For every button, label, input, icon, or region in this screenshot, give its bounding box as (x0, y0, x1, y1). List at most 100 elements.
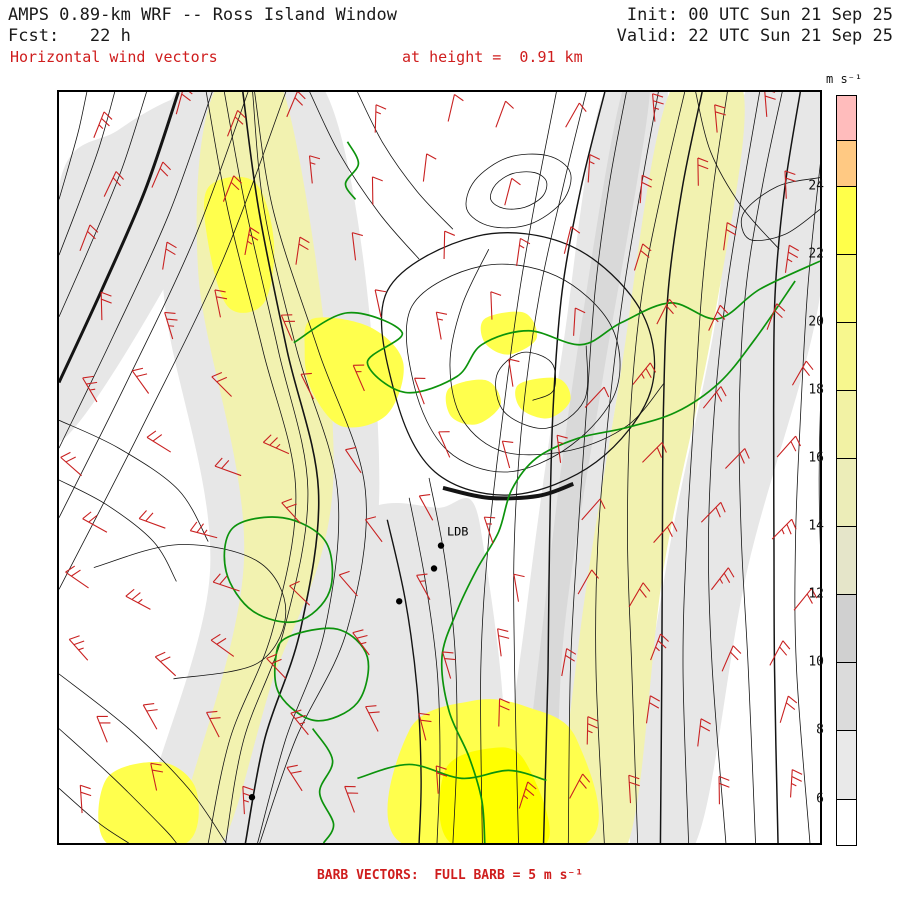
wind-barb (653, 521, 678, 543)
colorbar-tick-label: 18 (808, 382, 824, 398)
coastline (440, 280, 796, 843)
contour-line (242, 92, 320, 843)
wind-barb (721, 645, 742, 672)
colorbar-tick-label: 14 (808, 518, 824, 534)
wind-barb (210, 633, 235, 657)
wind-barb (766, 303, 786, 330)
wind-barb (96, 715, 111, 743)
wind-barb (764, 92, 776, 117)
wind-barb (351, 232, 363, 261)
wind-barb (442, 651, 456, 679)
wind-barb (151, 161, 172, 188)
contour-line (252, 92, 340, 843)
speed-shading-region (629, 92, 820, 843)
contour-line (59, 92, 88, 200)
contour-line (695, 92, 780, 250)
wind-barb (784, 244, 799, 273)
wind-barb (652, 93, 664, 122)
contour-line (254, 92, 367, 843)
contour-line (380, 232, 656, 496)
colorbar-segment (837, 323, 856, 391)
wind-barb (371, 176, 383, 205)
wind-barb (628, 582, 651, 608)
wind-barb (516, 237, 531, 267)
wind-barb (262, 434, 290, 455)
colorbar-labels: 24 22 20 18 16 14 12 10 8 6 (794, 95, 832, 846)
wind-barb (227, 110, 246, 137)
wind-barb (556, 434, 568, 463)
wind-barb (435, 765, 448, 794)
wind-barb (708, 304, 729, 331)
wind-barb (790, 769, 803, 798)
contour-line (59, 92, 213, 449)
wind-barb (718, 775, 730, 805)
wind-barb (435, 311, 448, 340)
wind-barb (771, 518, 797, 540)
wind-barb (93, 111, 113, 138)
wind-barb (793, 588, 818, 611)
wind-barb (656, 298, 677, 325)
colorbar-segment (837, 255, 856, 323)
coastline (223, 516, 334, 624)
wind-barb (222, 175, 243, 202)
wind-barb (563, 226, 581, 254)
wind-barb (490, 291, 502, 320)
contour-line (465, 153, 572, 229)
wind-barb (504, 177, 521, 206)
station-dot (396, 598, 403, 605)
colorbar-segment (837, 459, 856, 527)
contour-line (59, 92, 287, 590)
wind-barb (65, 565, 89, 589)
colorbar-tick-label: 6 (816, 791, 824, 807)
wind-barb (374, 289, 387, 318)
wind-barb (300, 372, 314, 400)
wind-barb (725, 448, 750, 469)
wind-barb (79, 784, 92, 814)
wind-barb (438, 431, 451, 458)
contour-line (59, 92, 180, 384)
contour-line (480, 92, 557, 843)
wind-barb (345, 446, 362, 474)
contour-line (682, 92, 728, 843)
wind-barb (650, 633, 669, 661)
contour-line (205, 92, 297, 843)
wind-barb (164, 311, 178, 340)
wind-barb (784, 170, 796, 199)
contour-line (59, 92, 249, 518)
wind-barb (175, 92, 193, 115)
plot-title: AMPS 0.89-km WRF -- Ross Island Window (8, 5, 397, 25)
valid-time-label: Valid: 22 UTC Sun 21 Sep 25 (616, 26, 893, 46)
coastline (344, 141, 360, 200)
wind-barb (645, 695, 661, 724)
contour-line (738, 92, 783, 843)
wind-barb (150, 762, 164, 791)
contour-line (59, 479, 177, 582)
contour-line (59, 673, 227, 843)
wind-barb (776, 435, 801, 458)
wind-barb (584, 386, 610, 408)
wind-barb (125, 588, 151, 610)
map-panel: LDB (57, 90, 822, 845)
wind-barb (82, 511, 108, 533)
barb-legend: BARB VECTORS: FULL BARB = 5 m s⁻¹ (316, 868, 584, 883)
wind-barb (295, 236, 310, 265)
contour-line (818, 410, 820, 545)
wind-barb (364, 516, 383, 543)
colorbar-tick-label: 12 (808, 586, 824, 602)
contour-line (542, 92, 606, 843)
contour-line (223, 92, 309, 843)
wind-barb (146, 430, 172, 453)
speed-shading-region (304, 317, 404, 428)
wind-barb (142, 703, 158, 730)
forecast-hour-label: Fcst: 22 h (8, 26, 131, 46)
wind-barb (513, 573, 525, 602)
wind-barb (700, 501, 726, 523)
contour-line (794, 163, 820, 843)
colorbar-segment (837, 800, 856, 845)
wind-barb (131, 367, 150, 394)
wind-barb (242, 785, 254, 815)
wind-barb (710, 567, 735, 591)
coastline (273, 627, 370, 722)
wind-barb (206, 710, 221, 738)
